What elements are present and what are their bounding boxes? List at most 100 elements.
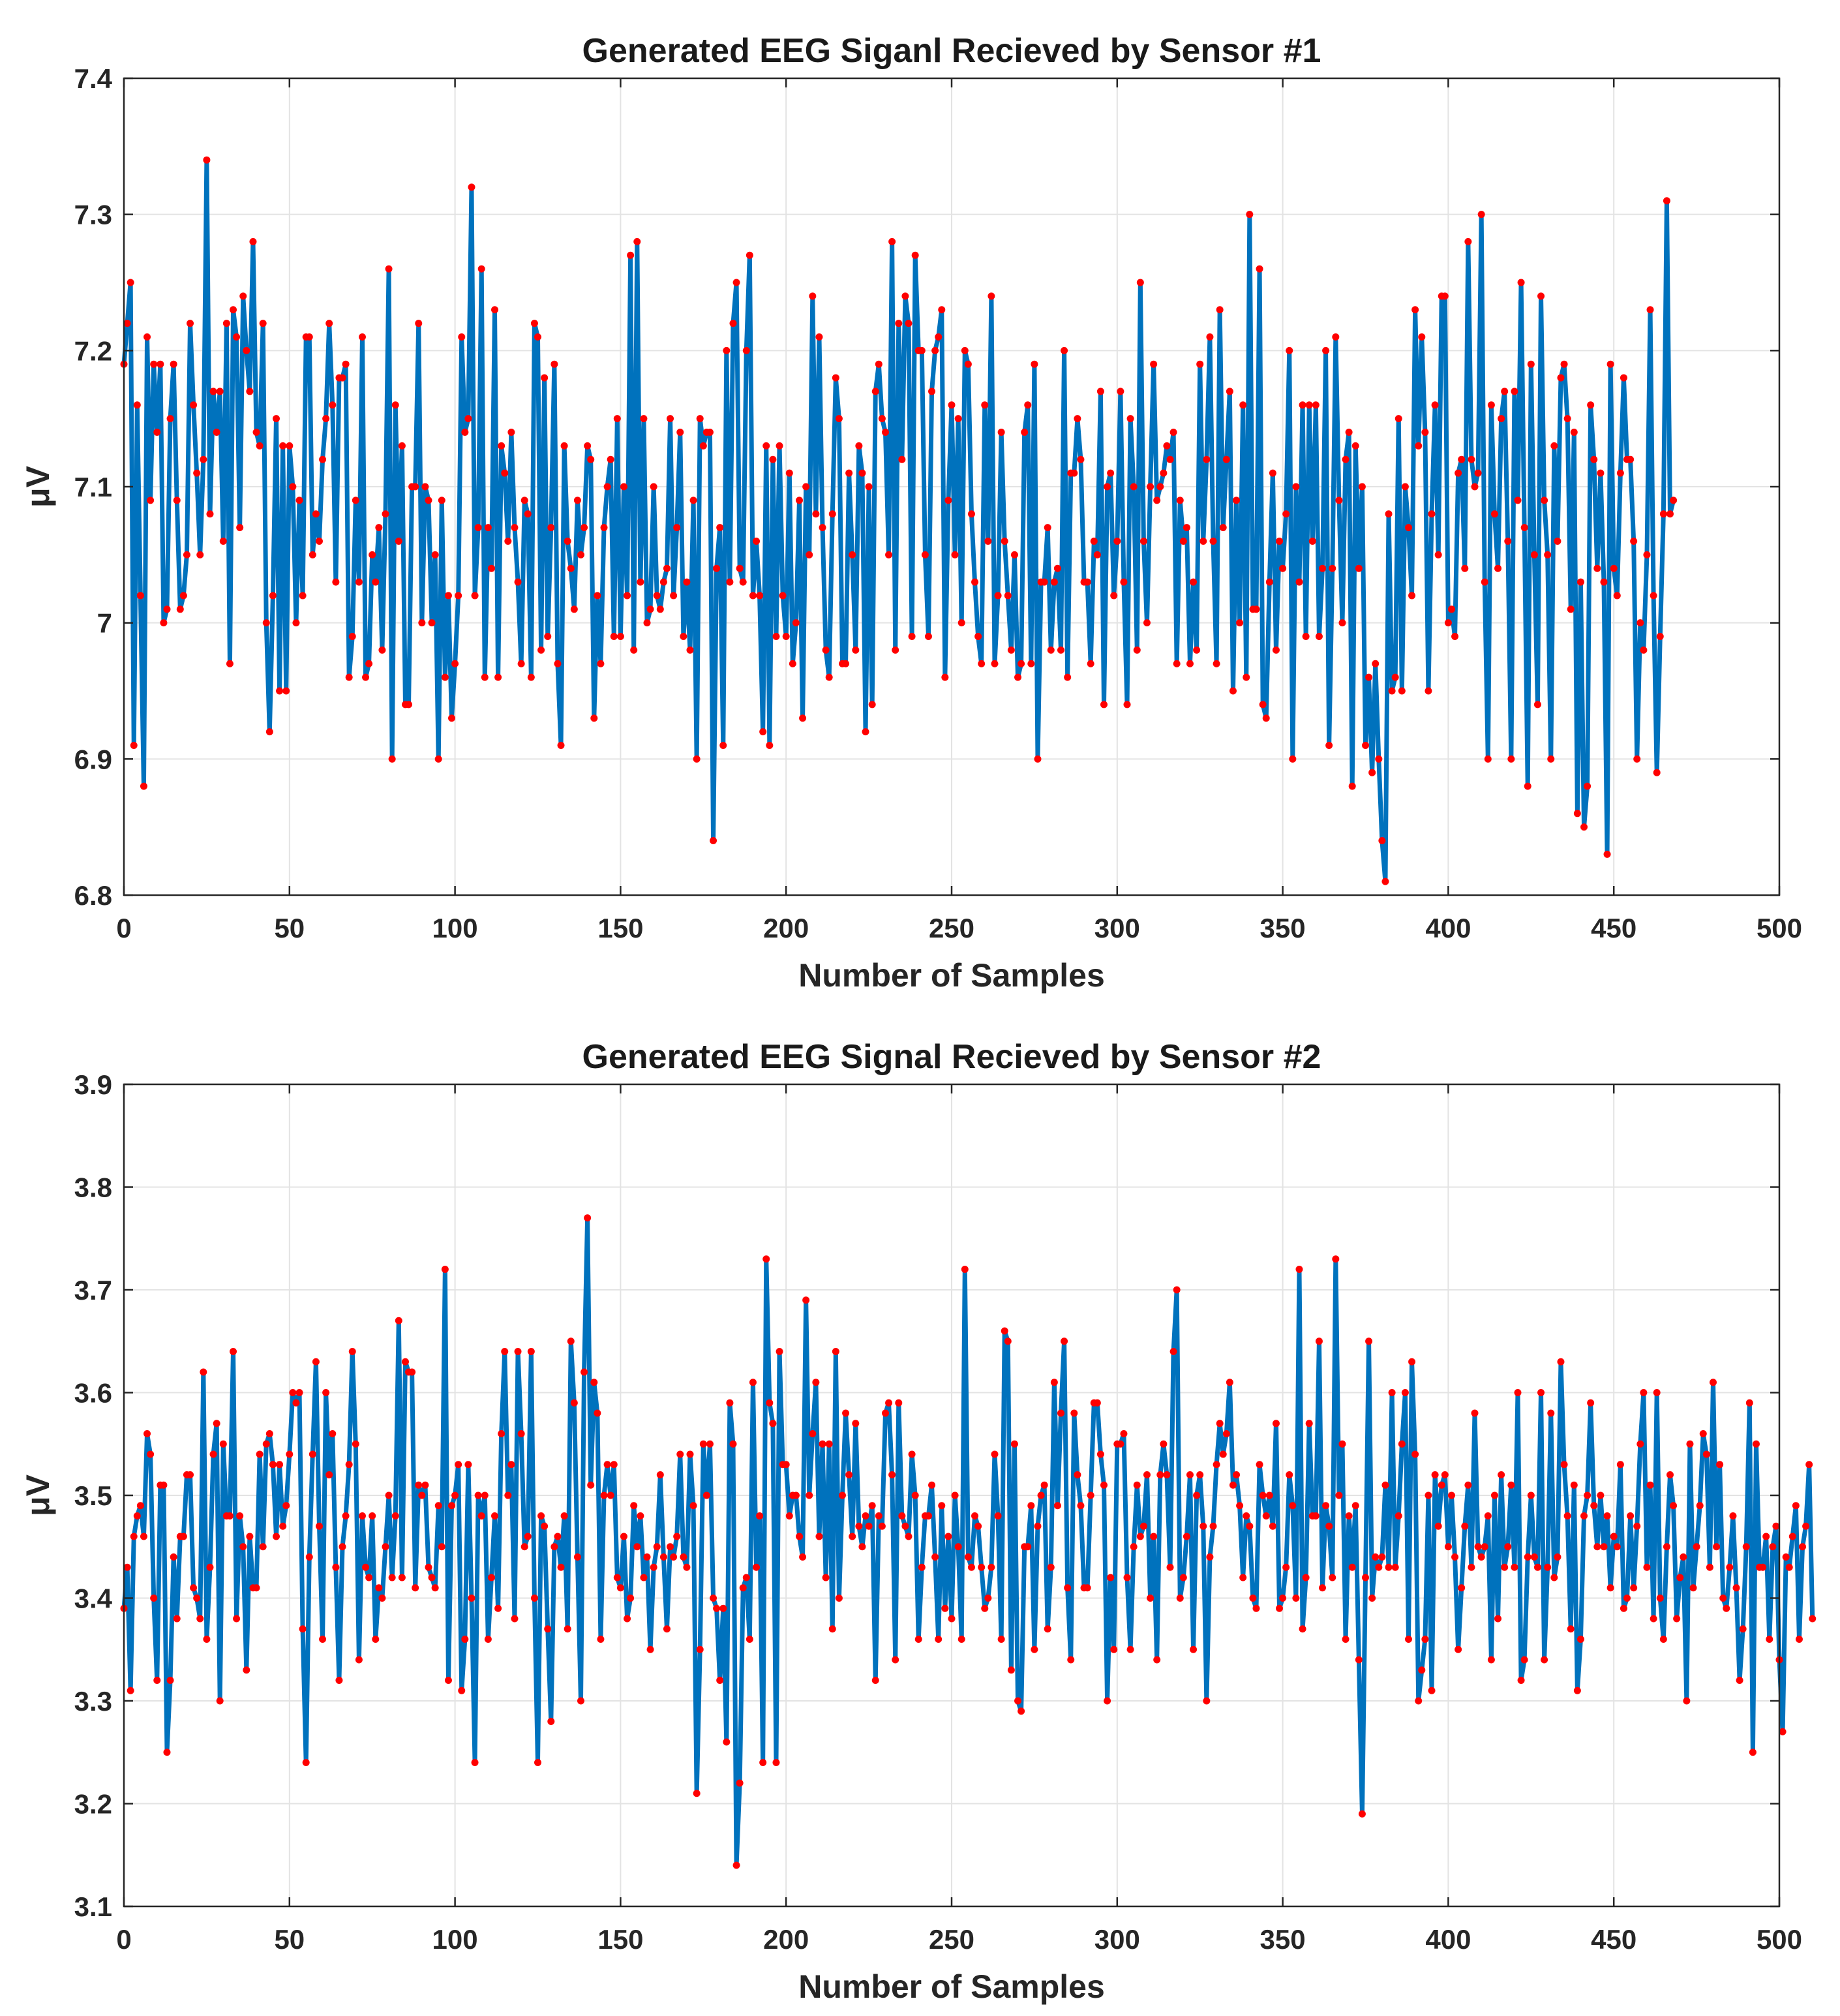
chart1-data-point xyxy=(994,592,1002,600)
chart1-data-point xyxy=(855,442,863,450)
chart2-data-point xyxy=(484,1636,492,1643)
chart1-data-point xyxy=(1087,660,1094,667)
chart1-data-point xyxy=(1391,673,1399,681)
chart1-data-point xyxy=(1308,537,1316,545)
chart2-data-point xyxy=(1544,1563,1552,1571)
chart2-data-point xyxy=(262,1440,270,1448)
chart1-data-point xyxy=(273,415,280,423)
chart1-data-point xyxy=(1021,429,1029,436)
chart2-data-point xyxy=(941,1604,949,1612)
chart1-data-point xyxy=(772,633,780,641)
chart2-data-point xyxy=(905,1533,912,1540)
chart2-data-point xyxy=(838,1491,846,1499)
chart1-data-point xyxy=(862,728,869,736)
chart1-data-point xyxy=(1113,537,1121,545)
chart1-data-point xyxy=(921,551,929,558)
chart2-data-point xyxy=(1173,1286,1181,1294)
chart2-data-point xyxy=(1037,1491,1045,1499)
chart1-data-point xyxy=(541,374,549,382)
chart1-data-point xyxy=(819,524,826,532)
chart1-data-point xyxy=(1650,592,1657,600)
chart2-data-point xyxy=(1391,1563,1399,1571)
chart2-data-point xyxy=(1070,1409,1078,1417)
chart1-data-point xyxy=(1663,197,1670,205)
chart2-data-point xyxy=(1061,1337,1068,1345)
chart1-data-point xyxy=(924,633,932,641)
chart2-data-point xyxy=(1355,1656,1363,1664)
chart1-x-tick-label: 400 xyxy=(1425,913,1471,943)
chart1-data-point xyxy=(233,333,241,341)
chart2-data-point xyxy=(335,1677,343,1684)
chart2-data-point xyxy=(1610,1533,1618,1540)
chart2-data-point xyxy=(448,1502,456,1510)
chart1-data-point xyxy=(766,741,774,749)
chart2-y-tick-label: 3.2 xyxy=(74,1789,112,1820)
chart1-data-point xyxy=(362,673,370,681)
chart1-data-point xyxy=(1666,510,1674,518)
chart2-data-point xyxy=(1643,1563,1651,1571)
chart1-data-point xyxy=(378,646,386,654)
chart1-data-point xyxy=(1544,551,1552,558)
chart1-data-point xyxy=(1656,633,1664,641)
chart1-data-point xyxy=(1319,564,1327,572)
chart2-data-point xyxy=(1573,1687,1581,1694)
chart2-data-point xyxy=(756,1512,764,1520)
chart1-data-point xyxy=(1640,646,1648,654)
chart2-data-point xyxy=(365,1574,373,1581)
chart2-data-point xyxy=(329,1430,337,1437)
chart2-data-point xyxy=(1759,1563,1767,1571)
chart2-data-point xyxy=(1487,1656,1495,1664)
chart2-x-tick-label: 400 xyxy=(1425,1924,1471,1955)
chart2-x-tick-label: 100 xyxy=(432,1924,478,1955)
chart2-data-point xyxy=(1554,1553,1561,1561)
chart1-data-point xyxy=(1123,701,1131,709)
chart2-data-point xyxy=(1010,1440,1018,1448)
chart1-data-point xyxy=(1044,524,1051,532)
chart1-data-point xyxy=(646,605,654,613)
chart1-data-point xyxy=(723,346,731,354)
chart1-data-point xyxy=(1136,279,1144,286)
chart1-data-point xyxy=(1455,469,1462,477)
chart1-data-point xyxy=(1332,333,1340,341)
chart2-data-point xyxy=(1653,1389,1661,1396)
chart1-data-point xyxy=(881,429,889,436)
chart2-data-point xyxy=(1096,1450,1104,1458)
chart2-data-point xyxy=(673,1533,681,1540)
chart2-data-point xyxy=(1702,1450,1710,1458)
chart2-data-point xyxy=(514,1348,522,1355)
chart2-data-point xyxy=(1322,1502,1330,1510)
chart1-data-point xyxy=(1411,306,1419,314)
chart1-data-point xyxy=(412,483,419,491)
chart1-data-point xyxy=(1004,592,1012,600)
chart1-data-point xyxy=(776,442,783,450)
chart2-data-point xyxy=(914,1636,922,1643)
chart1-data-point xyxy=(1385,510,1393,518)
chart1-data-point xyxy=(1236,619,1244,627)
chart1-data-point xyxy=(329,401,337,409)
chart2-data-point xyxy=(1809,1615,1817,1623)
chart1-data-point xyxy=(908,633,916,641)
chart1-data-point xyxy=(262,619,270,627)
chart2-data-point xyxy=(358,1512,366,1520)
chart1-data-point xyxy=(1372,660,1380,667)
chart1-data-point xyxy=(759,728,767,736)
chart2-data-point xyxy=(1358,1810,1366,1818)
chart1-data-point xyxy=(587,455,595,463)
chart1-data-point xyxy=(355,578,363,586)
chart1-data-point xyxy=(1404,524,1412,532)
chart1-data-point xyxy=(726,578,734,586)
chart1-data-point xyxy=(183,551,190,558)
chart2-data-point xyxy=(1676,1574,1684,1581)
chart1-data-point xyxy=(1289,755,1297,763)
chart2-data-point xyxy=(1779,1728,1787,1735)
chart1-data-point xyxy=(616,633,624,641)
chart2-data-point xyxy=(1600,1543,1608,1551)
chart2-markers xyxy=(120,1214,1817,1869)
chart2-data-point xyxy=(766,1399,774,1407)
chart1-data-point xyxy=(1040,578,1048,586)
chart2-data-point xyxy=(1709,1379,1717,1386)
chart2-data-point xyxy=(166,1677,174,1684)
chart2-data-point xyxy=(1034,1522,1042,1530)
chart2-data-point xyxy=(842,1409,850,1417)
chart2-data-point xyxy=(230,1348,237,1355)
